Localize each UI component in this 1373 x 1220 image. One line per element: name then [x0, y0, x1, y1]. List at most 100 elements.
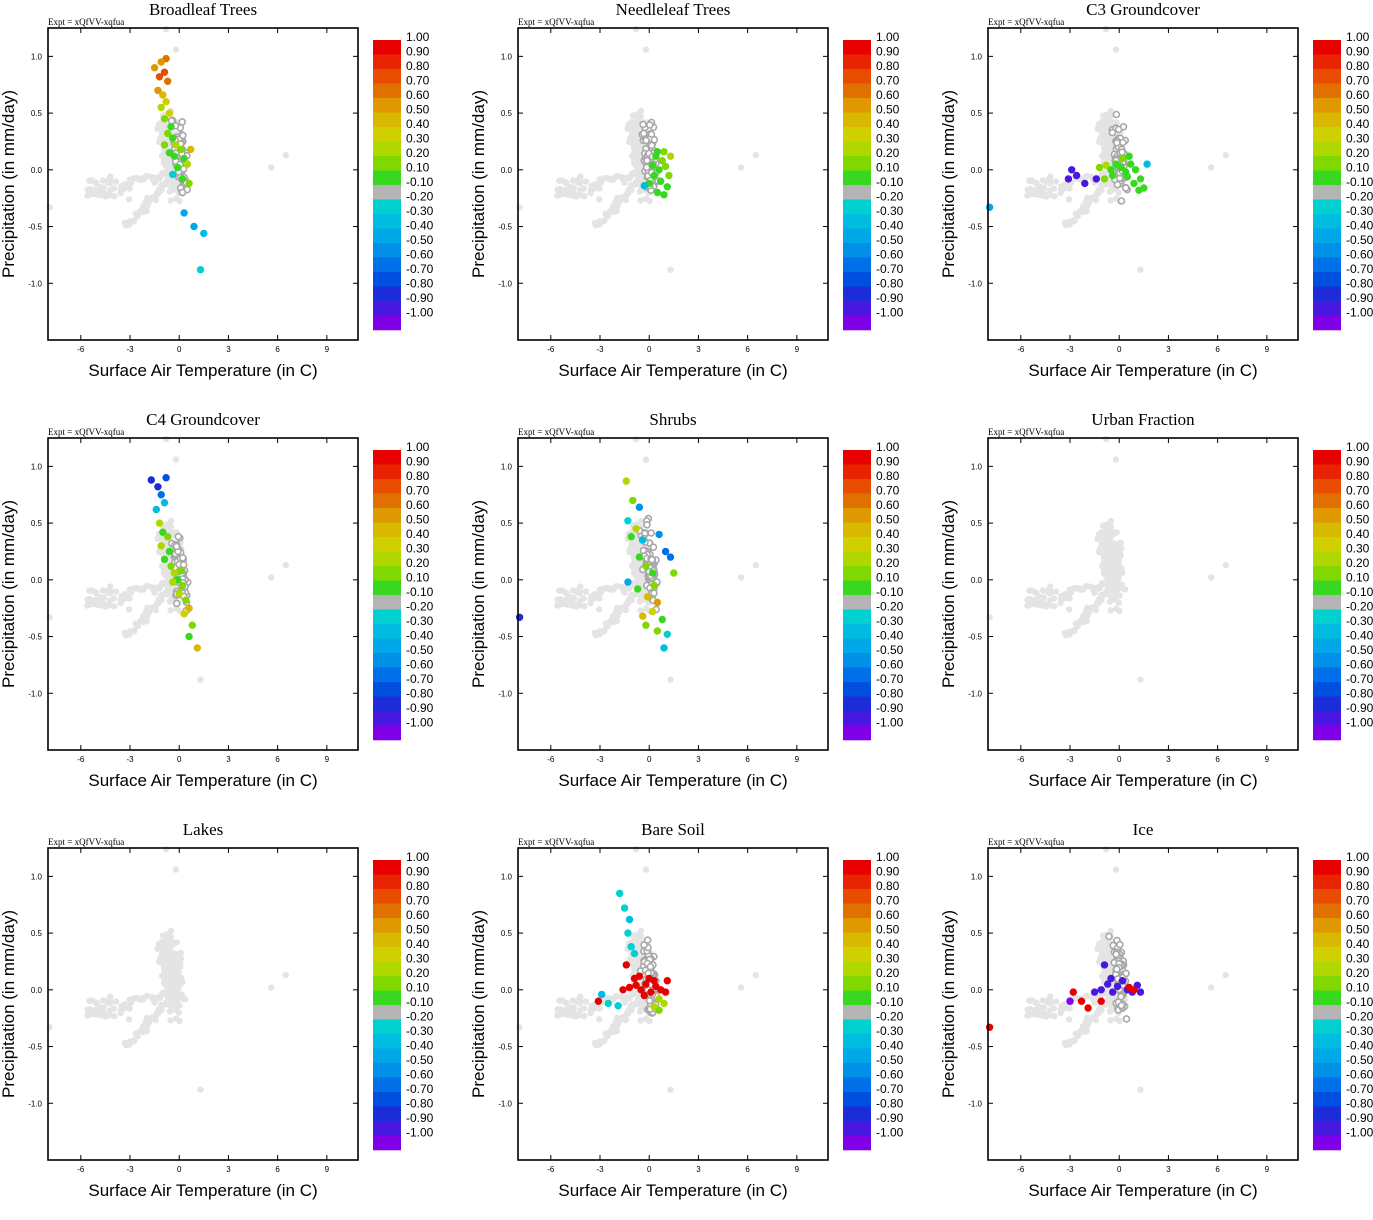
colorbar-swatch — [373, 932, 401, 948]
background-point — [1046, 597, 1054, 604]
colorbar-label: -0.50 — [1346, 1053, 1373, 1067]
background-point — [1024, 596, 1031, 603]
background-point — [595, 196, 603, 203]
background-point — [1222, 971, 1229, 979]
colorbar-swatch — [1313, 860, 1341, 875]
background-point — [1113, 562, 1120, 569]
expt-label: Expt = xQfVV-xqfua — [48, 837, 124, 847]
colorbar-swatch — [843, 537, 871, 552]
background-point — [267, 164, 275, 171]
background-point — [121, 591, 129, 598]
data-point — [173, 163, 182, 172]
colorbar-label: 0.40 — [1346, 117, 1370, 131]
background-point — [1110, 552, 1118, 559]
colorbar-label: -0.80 — [406, 1097, 434, 1111]
background-point — [1102, 845, 1110, 853]
background-point — [1115, 189, 1122, 196]
x-tick-label: 0 — [1117, 755, 1122, 764]
colorbar-label: -0.70 — [1346, 262, 1373, 276]
colorbar-swatch — [373, 301, 401, 316]
background-point — [576, 602, 583, 609]
background-point — [1032, 186, 1040, 194]
y-tick-label: 0.0 — [501, 986, 513, 995]
neutral-point — [640, 941, 648, 949]
colorbar-label: 0.50 — [406, 923, 430, 937]
data-point — [159, 528, 167, 536]
background-point — [121, 181, 129, 188]
data-point — [670, 569, 678, 577]
neutral-point — [640, 129, 648, 138]
background-point — [170, 962, 178, 969]
x-tick-label: 9 — [795, 345, 800, 354]
colorbar-label: -0.30 — [1346, 204, 1373, 218]
colorbar-swatch — [843, 711, 871, 726]
background-point — [111, 603, 118, 610]
data-point — [627, 533, 635, 541]
data-point — [660, 148, 668, 156]
colorbar-swatch — [1313, 464, 1341, 480]
colorbar-swatch — [1313, 508, 1341, 523]
background-point — [1045, 587, 1052, 594]
background-point — [1098, 938, 1106, 946]
data-point — [642, 562, 650, 570]
data-point — [162, 474, 170, 482]
data-point — [188, 621, 197, 629]
background-point — [569, 177, 577, 184]
background-point — [1085, 606, 1093, 613]
colorbar-label: -0.40 — [406, 1039, 434, 1053]
x-tick-label: 0 — [647, 755, 652, 764]
colorbar-swatch — [1313, 653, 1341, 668]
data-point — [594, 997, 603, 1005]
colorbar-swatch — [373, 243, 401, 258]
x-tick-label: -3 — [1066, 755, 1074, 764]
x-tick-label: 3 — [1166, 345, 1171, 354]
background-point — [178, 991, 185, 998]
colorbar-label: 0.50 — [876, 103, 900, 117]
background-point — [172, 456, 180, 463]
x-tick-label: 0 — [647, 1165, 652, 1174]
colorbar-label: 0.20 — [406, 966, 430, 980]
data-point — [160, 141, 169, 149]
y-tick-label: 0.0 — [501, 576, 513, 585]
x-tick-label: 0 — [177, 1165, 182, 1174]
background-point — [1046, 1007, 1054, 1014]
background-point — [84, 596, 91, 603]
colorbar-swatch — [843, 522, 871, 538]
background-point — [1107, 523, 1114, 530]
colorbar-label: -0.70 — [406, 262, 434, 276]
background-point — [1095, 597, 1102, 604]
y-tick-label: -1.0 — [498, 1099, 512, 1108]
colorbar-swatch — [373, 522, 401, 538]
colorbar-swatch — [373, 450, 401, 465]
data-point — [620, 904, 629, 912]
colorbar-label: 0.70 — [876, 484, 900, 498]
background-point — [1122, 586, 1129, 593]
colorbar-swatch — [1313, 638, 1341, 654]
colorbar-label: 0.60 — [406, 498, 430, 512]
expt-label: Expt = xQfVV-xqfua — [988, 17, 1064, 27]
data-point — [193, 644, 202, 652]
axes-frame — [517, 27, 829, 341]
colorbar-label: -1.00 — [1346, 716, 1373, 730]
data-point — [598, 990, 606, 999]
data-point — [1107, 974, 1115, 983]
colorbar-label: -0.80 — [1346, 687, 1373, 701]
background-point — [632, 435, 640, 443]
axes-frame — [47, 437, 359, 751]
background-point — [282, 151, 289, 159]
background-point — [1065, 196, 1073, 203]
background-point — [1066, 1005, 1073, 1012]
background-point — [125, 1016, 133, 1023]
background-point — [132, 1030, 139, 1037]
background-point — [1032, 596, 1040, 604]
data-point — [653, 598, 662, 607]
colorbar-label: -0.30 — [1346, 1024, 1373, 1038]
colorbar-label: 0.30 — [876, 132, 900, 146]
background-point — [1108, 185, 1115, 192]
neutral-point — [648, 141, 656, 150]
background-point — [1097, 582, 1105, 590]
panel-bare-soil: Bare Soil Expt = xQfVV-xqfua -6 -3 0 3 6 9 -1.0-… — [470, 820, 928, 1220]
colorbar-swatch — [843, 682, 871, 697]
background-point — [125, 606, 133, 613]
